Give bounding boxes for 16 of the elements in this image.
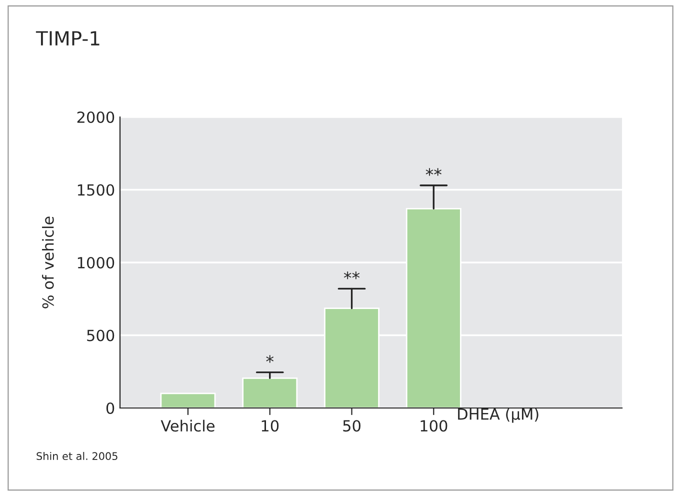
y-tick-label: 1500 bbox=[78, 184, 114, 196]
x-tick-label: 10 bbox=[262, 420, 279, 432]
y-tick-label: 1000 bbox=[78, 256, 114, 269]
x-axis-title: DHEA (μM) bbox=[458, 408, 538, 423]
y-tick-label: 0 bbox=[106, 402, 114, 414]
y-tick-label: 500 bbox=[87, 330, 114, 342]
annotation: * bbox=[266, 355, 274, 363]
y-axis-title: % of vehicle bbox=[42, 216, 54, 308]
annotation: ** bbox=[426, 168, 442, 176]
x-tick-label: Vehicle bbox=[160, 420, 214, 432]
chart-title: TIMP-1 bbox=[36, 31, 100, 46]
y-tick-label: 2000 bbox=[77, 111, 114, 124]
x-tick-label: 100 bbox=[420, 420, 448, 432]
text: Shin et al. 2005 bbox=[36, 452, 118, 460]
annotation: ** bbox=[344, 271, 360, 280]
x-tick-label: 50 bbox=[343, 420, 360, 432]
